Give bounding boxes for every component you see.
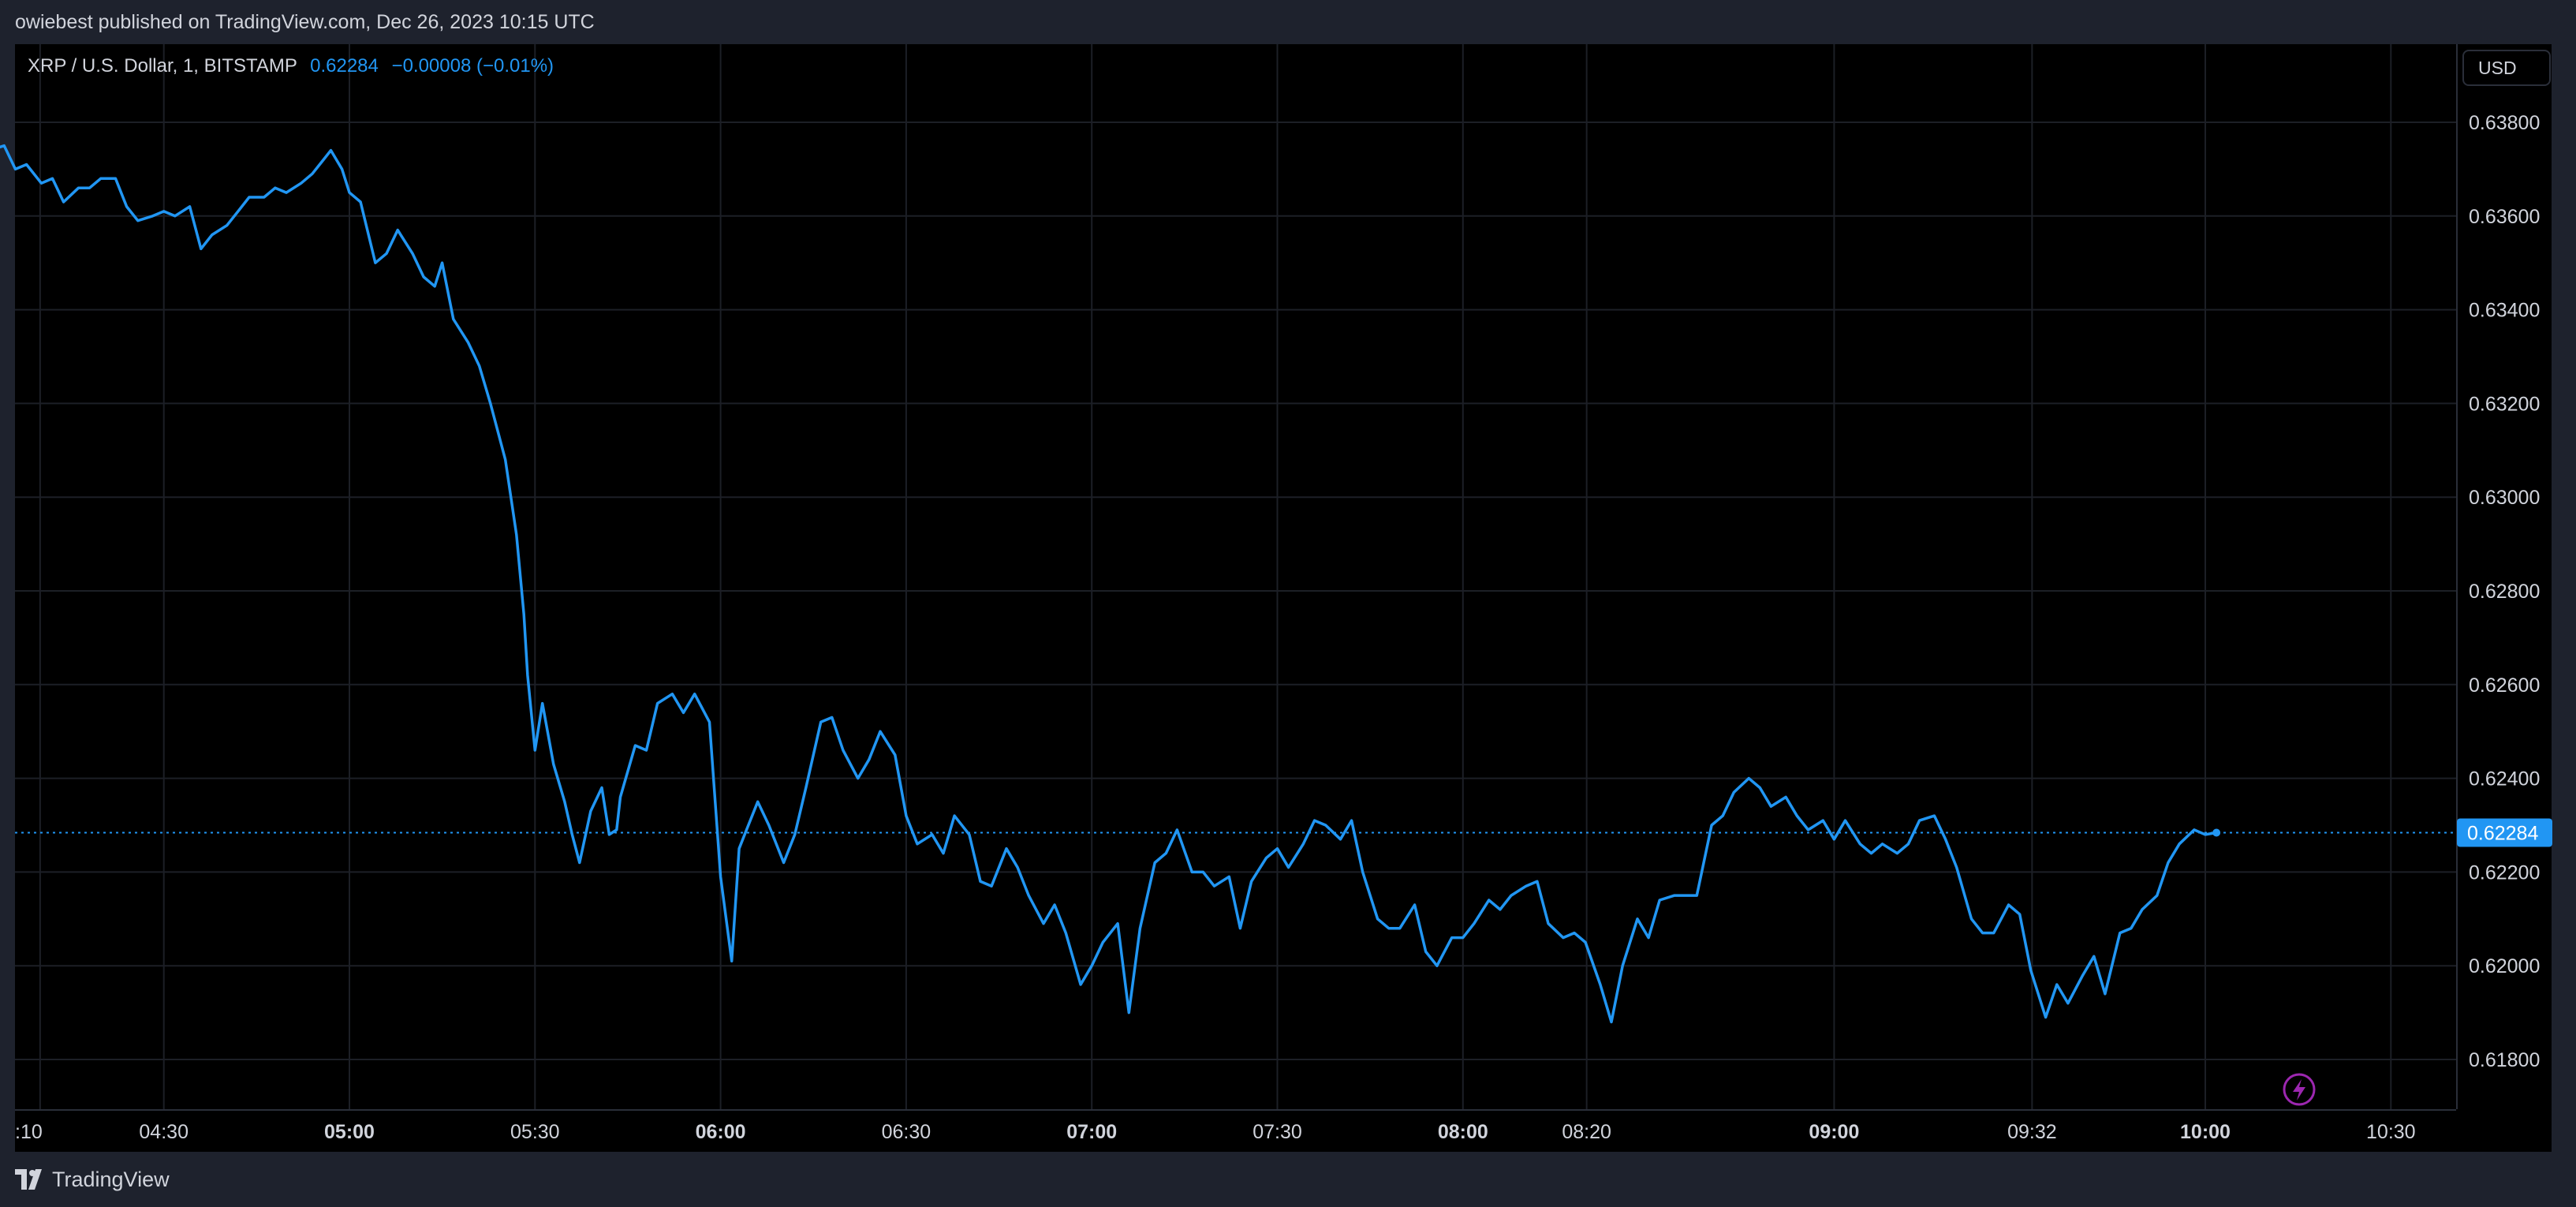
footer	[0, 1152, 2576, 1207]
price-change: −0.00008 (−0.01%)	[391, 55, 554, 77]
last-price-value: 0.62284	[310, 55, 379, 77]
tradingview-logo-icon[interactable]	[15, 1169, 47, 1190]
publish-info: owiebest published on TradingView.com, D…	[15, 11, 595, 33]
right-edge	[2552, 44, 2576, 1152]
axis-corner	[2456, 1109, 2552, 1152]
symbol-name: XRP / U.S. Dollar, 1, BITSTAMP	[28, 55, 297, 77]
currency-button[interactable]: USD	[2462, 50, 2551, 86]
top-bar: owiebest published on TradingView.com, D…	[0, 0, 2576, 44]
tradingview-brand[interactable]: TradingView	[52, 1168, 170, 1191]
price-axis[interactable]	[2456, 44, 2553, 1109]
chart-area[interactable]	[15, 44, 2456, 1109]
time-axis[interactable]	[15, 1109, 2456, 1153]
symbol-legend[interactable]: XRP / U.S. Dollar, 1, BITSTAMP 0.62284 −…	[28, 55, 554, 77]
